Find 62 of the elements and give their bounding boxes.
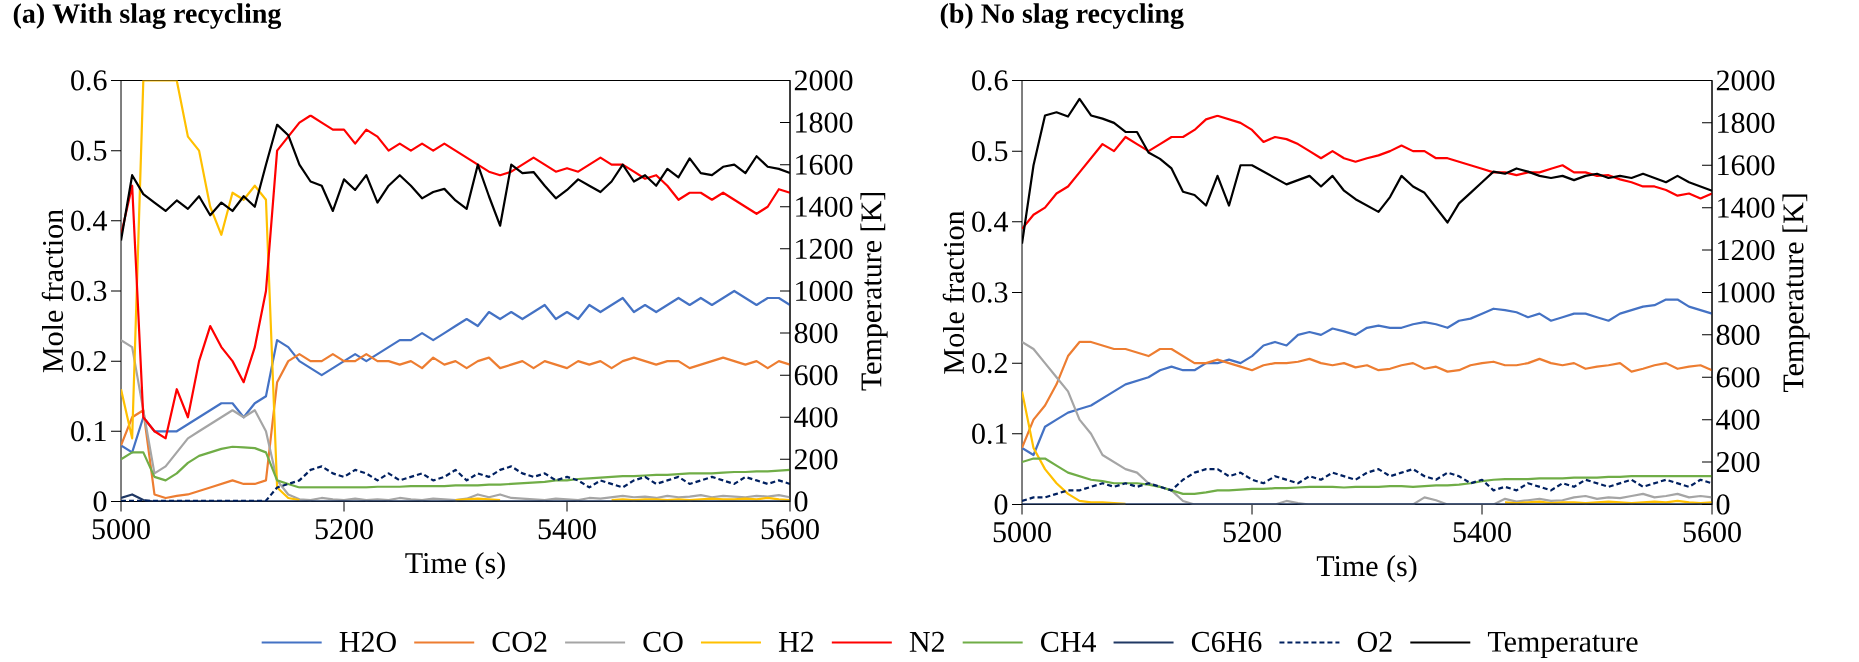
y-tick-label: 0.1 <box>71 420 106 442</box>
y2-tick-label: 1600 <box>796 154 853 175</box>
x-tick-label: 5600 <box>761 518 819 540</box>
y2-tick-label: 0 <box>1716 494 1730 515</box>
y2-tick-label: 2000 <box>1716 70 1775 91</box>
y2-axis-title: Temperature [K] <box>860 192 888 391</box>
y2-tick-label: 400 <box>794 406 838 428</box>
y-tick-label: 0.5 <box>71 140 107 161</box>
legend-label: CO <box>643 631 683 652</box>
line-series <box>121 114 791 440</box>
y-tick-label: 0.4 <box>71 210 108 231</box>
y-tick-label: 0.2 <box>972 352 1007 374</box>
y-tick-label: 0.6 <box>71 70 107 91</box>
y2-tick-label: 1000 <box>1718 282 1775 303</box>
y-tick-label: 0.3 <box>71 280 107 301</box>
y2-tick-label: 800 <box>1716 324 1760 345</box>
legend-label: CH4 <box>1041 631 1096 652</box>
x-tick-label: 5400 <box>538 518 596 540</box>
y2-tick-label: 1000 <box>796 280 853 301</box>
legend-label: Temperature <box>1487 631 1638 658</box>
y-tick-label: 0.2 <box>71 350 106 372</box>
y-tick-label: 0 <box>994 494 1008 515</box>
chart-title: (a) With slag recycling <box>13 3 282 29</box>
y-axis-title: Mole fraction <box>41 209 64 372</box>
x-tick-label: 5600 <box>1683 521 1741 543</box>
y2-tick-label: 0 <box>794 491 808 512</box>
y-tick-label: 0.6 <box>972 70 1008 91</box>
y-tick-label: 0.3 <box>972 282 1008 303</box>
y-tick-label: 0.1 <box>972 423 1007 444</box>
y-tick-label: 0 <box>93 491 107 512</box>
y2-tick-label: 600 <box>1716 366 1760 388</box>
x-tick-label: 5400 <box>1453 521 1511 543</box>
legend-label: C6H6 <box>1191 631 1262 652</box>
legend-label: H2O <box>339 631 396 652</box>
y2-tick-label: 1400 <box>1718 197 1775 218</box>
x-tick-label: 5200 <box>1223 521 1281 543</box>
y2-tick-label: 1200 <box>1718 239 1775 260</box>
legend-label: N2 <box>909 631 944 652</box>
y2-tick-label: 1200 <box>796 238 853 259</box>
x-axis-title: Time (s) <box>405 551 505 580</box>
chart-title: (b) No slag recycling <box>940 3 1184 29</box>
y2-tick-label: 800 <box>794 322 838 343</box>
y2-tick-label: 1800 <box>796 112 853 133</box>
x-tick-label: 5200 <box>315 518 373 540</box>
y2-tick-label: 400 <box>1716 409 1760 430</box>
y-axis-title: Mole fraction <box>942 210 965 374</box>
y2-tick-label: 2000 <box>794 70 853 91</box>
y-tick-label: 0.4 <box>972 211 1009 232</box>
x-tick-label: 5000 <box>92 518 150 540</box>
y2-axis-title: Temperature [K] <box>1782 194 1810 392</box>
legend-label: CO2 <box>492 631 547 652</box>
x-tick-label: 5000 <box>993 521 1051 543</box>
y-tick-label: 0.5 <box>972 140 1008 162</box>
y2-tick-label: 1600 <box>1718 154 1775 176</box>
y2-tick-label: 1400 <box>796 196 853 217</box>
y2-tick-label: 600 <box>794 364 838 386</box>
legend-label: H2 <box>778 631 814 652</box>
y2-tick-label: 1800 <box>1718 112 1775 133</box>
y2-tick-label: 200 <box>794 449 838 470</box>
x-axis-title: Time (s) <box>1316 554 1417 583</box>
legend-label: O2 <box>1357 631 1392 652</box>
y2-tick-label: 200 <box>1716 451 1760 472</box>
